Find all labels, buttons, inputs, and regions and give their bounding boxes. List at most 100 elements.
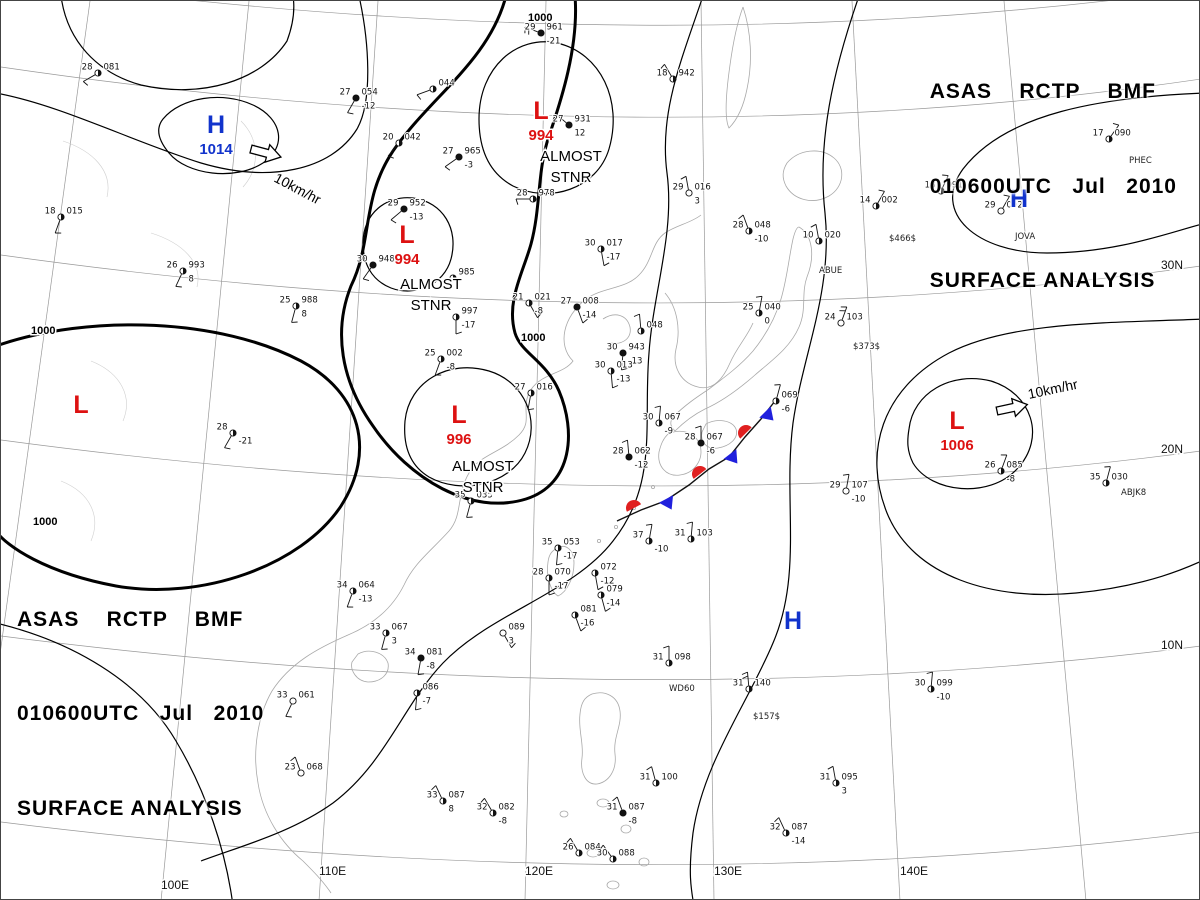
wind-barb	[530, 305, 538, 318]
station-cloud-fill	[1001, 467, 1005, 475]
pressure-center-note: ALMOST	[540, 148, 602, 165]
wind-barb	[415, 696, 418, 710]
station-cloud-fill	[786, 829, 790, 837]
station-temperature: 30	[595, 361, 606, 371]
station-cloud-fill	[601, 245, 605, 253]
station-pressure: 044	[439, 79, 455, 89]
wind-barb	[610, 374, 613, 388]
station-plot: 31 100	[639, 766, 679, 787]
wind-barb	[381, 636, 386, 650]
station-pressure: 069	[782, 391, 798, 401]
station-pressure: 088	[619, 849, 635, 859]
station-temperature: 33	[427, 791, 438, 801]
wind-barb-tick	[415, 708, 422, 711]
station-plot: 27 054 -12	[339, 87, 379, 115]
pressure-center-symbol: L	[73, 391, 88, 419]
station-cloud-fill	[595, 569, 599, 577]
station-tendency: -17	[564, 552, 578, 562]
coastline-ryukyu-island	[614, 525, 619, 530]
station-temperature: 28	[517, 189, 528, 199]
wind-barb	[685, 176, 689, 190]
station-plot: 24 103	[824, 306, 864, 327]
station-cloud-fill	[776, 397, 780, 405]
station-pressure: 965	[465, 147, 481, 157]
station-tendency: -14	[583, 311, 597, 321]
station-plot: 27 016	[514, 382, 554, 411]
station-temperature: 30	[915, 679, 926, 689]
station-id-label: ABUE	[819, 266, 842, 276]
station-cloud-fill	[613, 855, 617, 863]
coastline-island	[559, 810, 569, 818]
station-cloud-fill	[558, 544, 562, 552]
wind-barb	[54, 220, 61, 234]
wind-barb	[416, 89, 430, 96]
station-plot: 14 002	[859, 189, 899, 210]
wind-barb	[832, 766, 836, 780]
station-cloud-fill	[456, 313, 460, 321]
station-id-label: JOVA	[1014, 232, 1035, 242]
coastline-ryukyu-island	[597, 539, 602, 544]
station-pressure: 064	[359, 581, 375, 591]
isobar-line	[876, 318, 1199, 596]
wind-barb-tick	[548, 592, 555, 596]
wind-barb	[621, 356, 624, 370]
wind-barb	[639, 314, 642, 328]
station-cloud-fill	[575, 611, 579, 619]
station-cloud-fill	[641, 327, 645, 335]
graticule-line	[1003, 1, 1087, 899]
station-tendency: -8	[1007, 475, 1015, 485]
wind-barb-tick	[621, 439, 628, 443]
station-pressure: 997	[462, 307, 478, 317]
station-cloud-fill	[98, 69, 102, 77]
coastline-luzon	[579, 692, 621, 785]
isobar-label: 1000	[528, 12, 552, 24]
wind-barb	[1002, 196, 1010, 209]
station-plot: 34 064 -13	[336, 580, 376, 608]
station-plot: 26 993 8	[166, 260, 206, 288]
coastline-kyushu	[658, 430, 702, 476]
station-plot: 072-12	[591, 562, 618, 591]
station-temperature: 27	[515, 383, 526, 393]
station-cloud-fill	[549, 574, 553, 582]
station-plot: 29 107 -10	[829, 473, 869, 506]
coastline-hokkaido	[782, 150, 843, 201]
station-cloud-fill	[656, 779, 660, 787]
station-circle	[837, 319, 845, 327]
station-plot: 30 943 -13	[606, 342, 646, 371]
station-temperature: 24	[825, 313, 836, 323]
wind-barb	[175, 274, 182, 287]
wind-barb-tick	[738, 214, 744, 220]
station-pressure: 081	[427, 648, 443, 658]
wind-barb	[555, 113, 567, 124]
station-temperature: 20	[383, 133, 394, 143]
station-temperature: 31	[820, 773, 831, 783]
wind-barb	[747, 672, 750, 686]
station-pressure: 016	[695, 183, 711, 193]
wind-barb	[527, 396, 531, 410]
wind-barb	[877, 191, 885, 204]
grid-label: 110E	[319, 864, 346, 878]
station-plot: 29 002	[984, 194, 1024, 215]
wind-barb	[815, 224, 819, 238]
wind-barb	[362, 267, 372, 280]
station-pressure: 054	[362, 88, 378, 98]
station-temperature: 18	[657, 69, 668, 79]
station-temperature: 33	[370, 623, 381, 633]
station-circle	[537, 29, 545, 37]
station-temperature: 30	[643, 413, 654, 423]
station-pressure: 140	[755, 679, 771, 689]
station-plot: 33 061	[276, 690, 316, 718]
pressure-center-note: ALMOST	[400, 276, 462, 293]
station-pressure: 067	[392, 623, 408, 633]
station-plot: 985	[449, 267, 476, 282]
station-pressure: 085	[1007, 461, 1023, 471]
analysis-title-top: ASAS RCTP BMF 010600UTC Jul 2010 SURFACE…	[930, 13, 1177, 360]
station-pressure: 002	[1007, 201, 1023, 211]
isobar-line	[952, 92, 1199, 254]
wind-barb	[846, 474, 850, 488]
station-plot: 28 -21	[216, 422, 253, 450]
station-tendency: -13	[410, 213, 424, 223]
wind-barb-tick	[1003, 194, 1010, 197]
pressure-center-value: 996	[446, 431, 471, 448]
